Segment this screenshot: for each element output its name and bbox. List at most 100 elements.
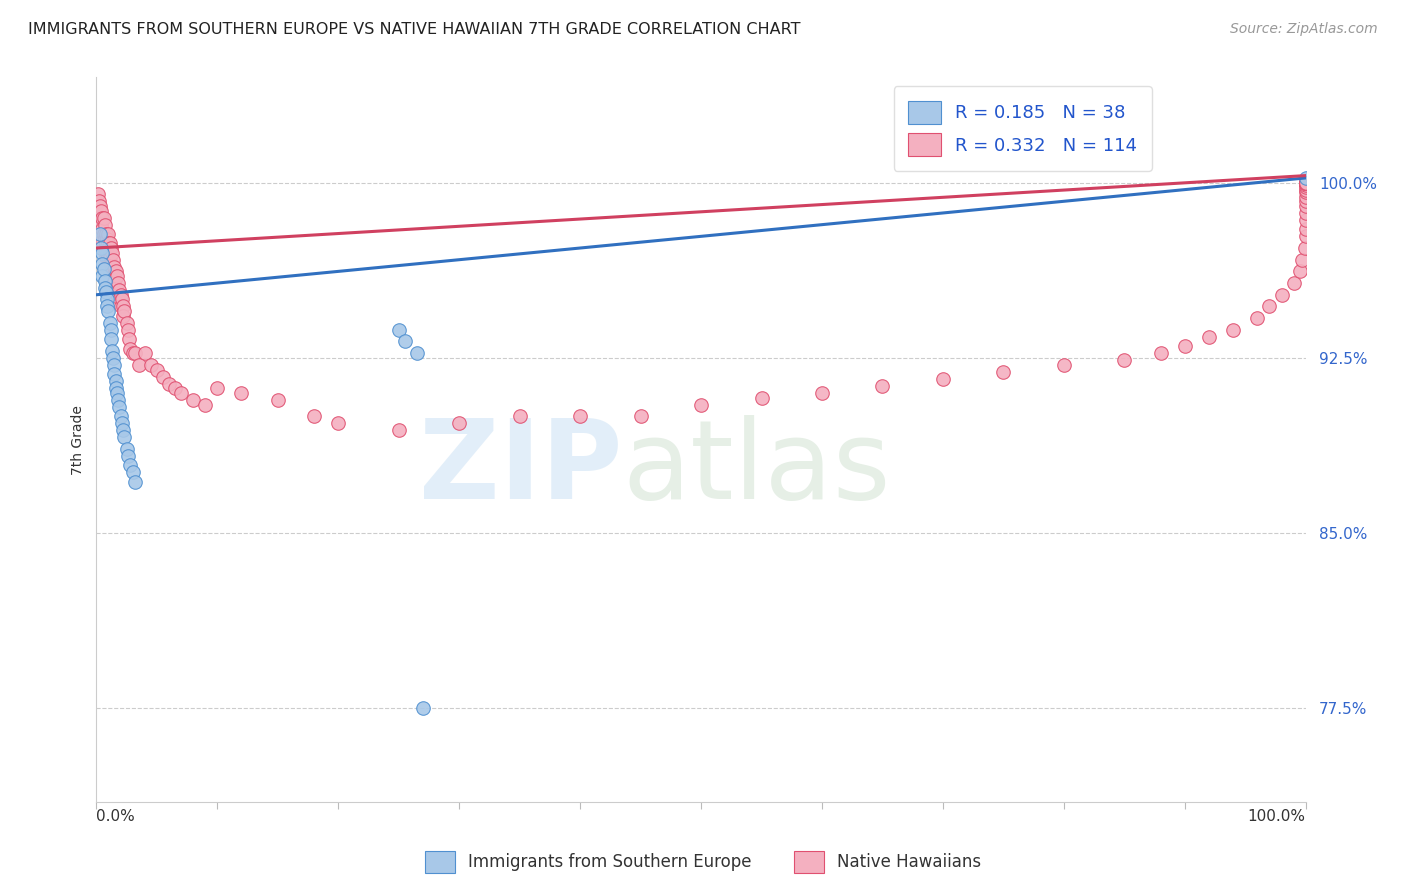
- Point: [194, 398, 217, 412]
- Point: [412, 701, 434, 715]
- Point: [94, 232, 117, 246]
- Y-axis label: 7th Grade: 7th Grade: [72, 405, 86, 475]
- Point: [103, 260, 125, 274]
- Point: [1295, 199, 1317, 213]
- Point: [993, 365, 1015, 379]
- Point: [124, 346, 146, 360]
- Point: [97, 304, 120, 318]
- Point: [1295, 176, 1317, 190]
- Point: [94, 274, 117, 288]
- Point: [630, 409, 652, 424]
- Point: [1295, 183, 1317, 197]
- Point: [121, 346, 143, 360]
- Legend: R = 0.185   N = 38, R = 0.332   N = 114: R = 0.185 N = 38, R = 0.332 N = 114: [894, 87, 1152, 170]
- Point: [1295, 176, 1317, 190]
- Point: [97, 251, 120, 265]
- Point: [107, 392, 129, 407]
- Text: 100.0%: 100.0%: [1247, 809, 1306, 824]
- Point: [110, 300, 132, 314]
- Point: [90, 218, 112, 232]
- Point: [120, 458, 142, 473]
- Point: [1295, 176, 1317, 190]
- Point: [1246, 311, 1268, 326]
- Point: [100, 323, 122, 337]
- Point: [103, 252, 125, 267]
- Point: [111, 417, 134, 431]
- Point: [91, 211, 114, 225]
- Point: [163, 381, 186, 395]
- Point: [98, 251, 121, 265]
- Point: [97, 236, 120, 251]
- Point: [1295, 176, 1317, 190]
- Point: [1222, 323, 1244, 337]
- Point: [1295, 176, 1317, 190]
- Point: [1295, 213, 1317, 227]
- Point: [117, 449, 139, 463]
- Legend: Immigrants from Southern Europe, Native Hawaiians: Immigrants from Southern Europe, Native …: [419, 845, 987, 880]
- Point: [89, 199, 111, 213]
- Point: [105, 268, 128, 283]
- Point: [1198, 330, 1220, 344]
- Point: [104, 264, 127, 278]
- Point: [111, 300, 134, 314]
- Point: [811, 385, 834, 400]
- Point: [1295, 176, 1317, 190]
- Point: [1295, 176, 1317, 190]
- Point: [94, 227, 117, 241]
- Point: [94, 218, 117, 232]
- Point: [509, 409, 531, 424]
- Point: [1295, 176, 1317, 190]
- Point: [105, 385, 128, 400]
- Point: [101, 343, 124, 358]
- Point: [405, 346, 427, 360]
- Point: [388, 323, 411, 337]
- Point: [112, 430, 135, 444]
- Point: [111, 423, 134, 437]
- Point: [100, 332, 122, 346]
- Point: [96, 245, 118, 260]
- Text: IMMIGRANTS FROM SOUTHERN EUROPE VS NATIVE HAWAIIAN 7TH GRADE CORRELATION CHART: IMMIGRANTS FROM SOUTHERN EUROPE VS NATIV…: [28, 22, 800, 37]
- Point: [93, 262, 115, 277]
- Point: [120, 342, 142, 356]
- Point: [267, 392, 290, 407]
- Text: Source: ZipAtlas.com: Source: ZipAtlas.com: [1230, 22, 1378, 37]
- Point: [1291, 252, 1313, 267]
- Point: [1294, 241, 1316, 255]
- Point: [87, 194, 110, 209]
- Point: [104, 281, 127, 295]
- Point: [1295, 229, 1317, 244]
- Point: [1174, 339, 1197, 353]
- Point: [94, 251, 117, 265]
- Point: [104, 381, 127, 395]
- Point: [932, 372, 955, 386]
- Point: [302, 409, 325, 424]
- Text: atlas: atlas: [623, 415, 891, 522]
- Point: [101, 245, 124, 260]
- Point: [124, 475, 146, 489]
- Point: [1295, 180, 1317, 194]
- Point: [394, 334, 416, 349]
- Point: [94, 285, 117, 300]
- Point: [139, 358, 162, 372]
- Point: [89, 227, 111, 241]
- Point: [93, 227, 115, 241]
- Point: [121, 466, 143, 480]
- Point: [872, 379, 894, 393]
- Point: [103, 368, 125, 382]
- Point: [90, 241, 112, 255]
- Point: [103, 351, 125, 365]
- Point: [111, 293, 134, 307]
- Point: [181, 392, 204, 407]
- Point: [1258, 300, 1281, 314]
- Point: [91, 222, 114, 236]
- Point: [94, 281, 117, 295]
- Point: [1295, 176, 1317, 190]
- Point: [91, 257, 114, 271]
- Point: [1295, 176, 1317, 190]
- Point: [134, 346, 156, 360]
- Point: [107, 276, 129, 290]
- Point: [1295, 176, 1317, 190]
- Point: [1295, 206, 1317, 220]
- Point: [1295, 176, 1317, 190]
- Point: [98, 316, 121, 330]
